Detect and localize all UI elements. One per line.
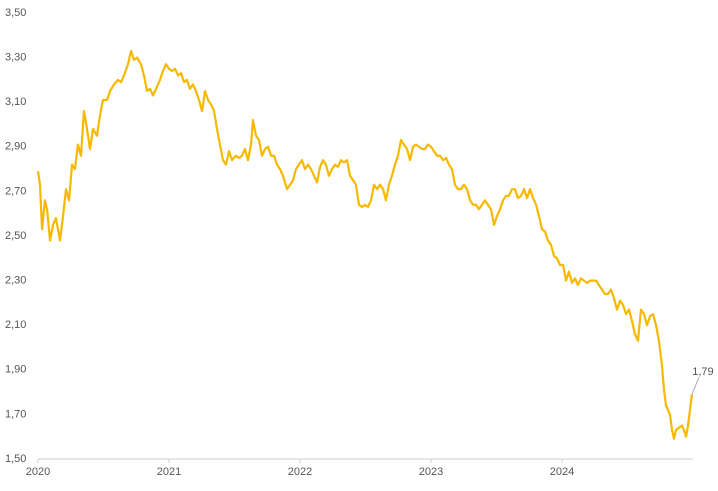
y-tick-label: 3,50 xyxy=(5,7,26,19)
y-tick-label: 2,90 xyxy=(5,141,26,153)
y-tick-label: 1,50 xyxy=(5,453,26,465)
x-tick-label: 2021 xyxy=(157,466,181,478)
y-tick-label: 1,90 xyxy=(5,364,26,376)
y-tick-label: 3,10 xyxy=(5,96,26,108)
x-tick-label: 2023 xyxy=(419,466,443,478)
x-tick-label: 2020 xyxy=(26,466,50,478)
end-label-leader xyxy=(691,377,700,395)
y-tick-label: 2,70 xyxy=(5,185,26,197)
end-label: 1,79 xyxy=(692,366,713,378)
x-tick-label: 2022 xyxy=(288,466,312,478)
y-tick-label: 2,50 xyxy=(5,230,26,242)
y-tick-label: 1,70 xyxy=(5,408,26,420)
y-tick-label: 3,30 xyxy=(5,52,26,64)
price-line xyxy=(36,49,694,441)
x-tick-label: 2024 xyxy=(550,466,574,478)
y-tick-label: 2,30 xyxy=(5,275,26,287)
y-tick-label: 2,10 xyxy=(5,319,26,331)
